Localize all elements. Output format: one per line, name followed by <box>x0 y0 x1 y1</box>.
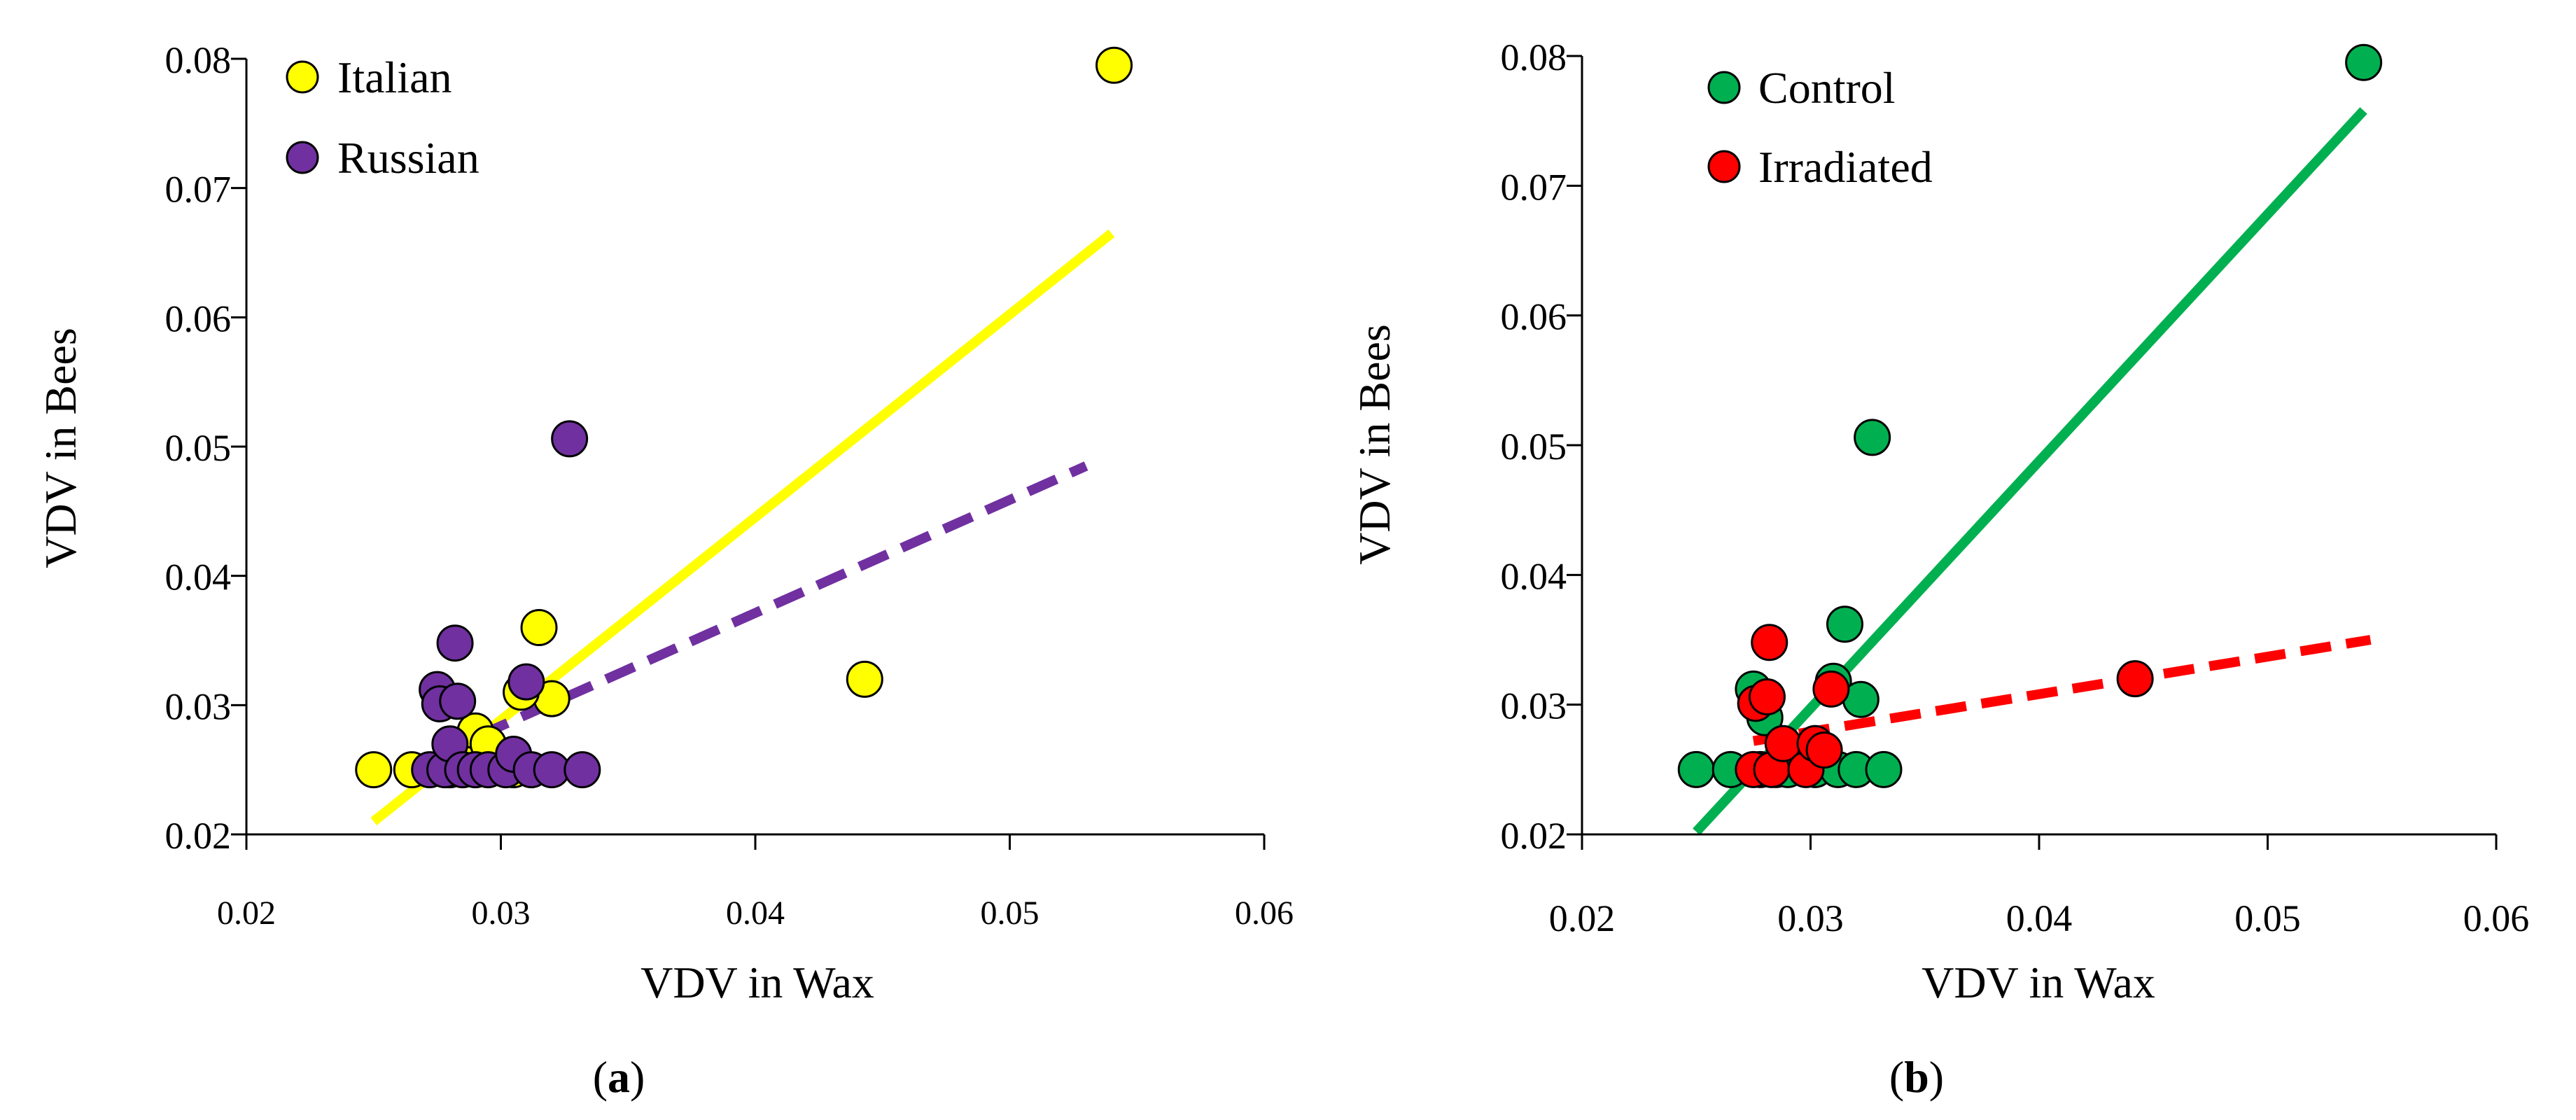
panel-a-point-russian <box>436 624 474 662</box>
panel-b-marks <box>1677 43 2383 836</box>
panel-a-legend-marker-italian <box>286 60 319 94</box>
panel-b-point-irradiated <box>1812 670 1850 708</box>
panel-b-caption: (b) <box>1889 1052 1944 1102</box>
panel-a-y-tick-label: 0.03 <box>165 685 232 727</box>
panel-b-point-irradiated <box>1751 624 1788 662</box>
panel-a-x-axis-label: VDV in Wax <box>640 958 874 1007</box>
panel-b-point-control <box>1677 750 1715 788</box>
panel-b-y-axis-label: VDV in Bees <box>1350 324 1399 565</box>
panel-b-y-tick-label: 0.06 <box>1501 296 1567 338</box>
panel-a-legend-label-russian: Russian <box>337 133 479 183</box>
panel-b-x-tick-label: 0.05 <box>2234 897 2301 939</box>
panel-a-legend: Italian Russian <box>286 52 479 183</box>
panel-b-x-tick-label: 0.03 <box>1777 897 1844 939</box>
panel-a-legend-marker-russian <box>286 141 319 174</box>
panel-a-x-tick-label: 0.06 <box>1235 895 1294 932</box>
panel-a-point-italian <box>355 751 393 789</box>
panel-b-y-tick-label: 0.02 <box>1501 815 1567 857</box>
panel-a-point-russian <box>507 663 545 701</box>
panel-a-point-italian <box>846 660 883 698</box>
panel-b-ticks: 0.02 0.03 0.04 0.05 0.06 0.02 0.03 0.04 0.05 0.06… <box>1501 36 2530 939</box>
panel-b-x-tick-label: 0.04 <box>2006 897 2073 939</box>
panel-b-y-tick-label: 0.08 <box>1501 36 1567 78</box>
panel-a-caption-letter: a <box>608 1052 630 1102</box>
panel-b-point-control <box>2345 43 2383 81</box>
panel-a: 0.02 0.03 0.04 0.05 0.06 0.02 0.03 0.04 0.05 0.06… <box>36 39 1294 1102</box>
panel-b-y-tick-label: 0.07 <box>1501 166 1567 208</box>
panel-b-point-irradiated <box>1805 732 1843 769</box>
panel-a-point-russian <box>564 751 601 789</box>
panel-b-point-control <box>1826 606 1863 643</box>
panel-b: 0.02 0.03 0.04 0.05 0.06 0.02 0.03 0.04 0.05 0.06… <box>1350 36 2529 1102</box>
panel-b-point-irradiated <box>2116 660 2154 698</box>
panel-b-trendline-control <box>1693 107 2367 836</box>
panel-b-point-irradiated <box>1748 678 1786 716</box>
panel-b-x-tick-label: 0.06 <box>2463 897 2530 939</box>
panel-b-x-tick-label: 0.02 <box>1549 897 1616 939</box>
panel-a-y-axis-label: VDV in Bees <box>36 328 85 568</box>
panel-a-x-tick-label: 0.02 <box>217 895 276 932</box>
panel-a-caption: (a) <box>593 1052 645 1102</box>
panel-a-point-russian <box>551 420 589 458</box>
panel-a-x-tick-label: 0.04 <box>726 895 785 932</box>
panel-b-point-control <box>1854 419 1891 456</box>
panel-b-legend: Control Irradiated <box>1707 63 1933 192</box>
panel-a-x-tick-label: 0.05 <box>981 895 1040 932</box>
panel-a-marks <box>355 46 1133 826</box>
panel-b-trendline-irradiated <box>1752 635 2372 746</box>
panel-b-x-axis-label: VDV in Wax <box>1921 958 2155 1007</box>
panel-b-y-tick-label: 0.05 <box>1501 426 1567 468</box>
panel-a-point-italian <box>1096 46 1133 84</box>
panel-a-legend-label-italian: Italian <box>337 52 451 102</box>
panel-b-legend-marker-irradiated <box>1707 150 1741 183</box>
panel-b-legend-marker-control <box>1707 71 1741 104</box>
panel-a-y-tick-label: 0.04 <box>165 556 232 598</box>
panel-a-point-italian <box>520 609 558 647</box>
panel-b-y-tick-label: 0.03 <box>1501 685 1567 727</box>
panel-a-y-tick-label: 0.06 <box>165 298 232 340</box>
panel-a-x-tick-label: 0.03 <box>472 895 531 932</box>
panel-b-y-tick-label: 0.04 <box>1501 555 1567 597</box>
panel-a-ticks: 0.02 0.03 0.04 0.05 0.06 0.02 0.03 0.04 0.05 0.06… <box>165 39 1294 932</box>
panel-b-legend-label-control: Control <box>1758 63 1896 113</box>
panel-a-y-tick-label: 0.02 <box>165 815 232 857</box>
panel-a-y-tick-label: 0.05 <box>165 427 232 469</box>
panel-a-y-tick-label: 0.07 <box>165 169 232 211</box>
panel-b-caption-letter: b <box>1904 1052 1929 1102</box>
panel-b-point-control <box>1865 750 1903 788</box>
panel-b-legend-label-irradiated: Irradiated <box>1758 142 1933 192</box>
panel-a-point-russian <box>439 682 477 720</box>
panel-a-y-tick-label: 0.08 <box>165 39 232 81</box>
